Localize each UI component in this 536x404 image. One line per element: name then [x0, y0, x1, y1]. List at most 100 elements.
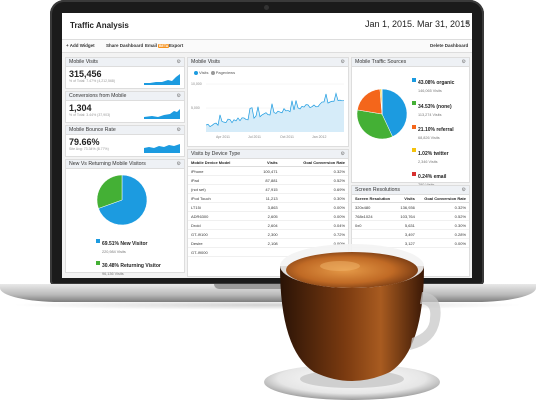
export-button[interactable]: Export — [169, 43, 184, 48]
delete-dashboard-button[interactable]: Delete Dashboard — [430, 43, 469, 48]
column-header[interactable]: Goal Conversion Rate — [417, 195, 469, 203]
table-row[interactable]: ADR6300 2,605 0.00% — [188, 211, 348, 221]
new-returning-slice[interactable] — [96, 174, 123, 209]
column-header[interactable]: Visits — [251, 159, 281, 167]
table-row[interactable]: 768x1024 103,764 0.52% — [352, 211, 469, 221]
legend-label: 34.53% (none) — [418, 103, 452, 110]
table-cell: 87,881 — [251, 175, 281, 185]
resolutions-table: Screen Resolution Visits Goal Conversion… — [352, 195, 469, 248]
table-cell: 3,497 — [395, 229, 418, 239]
widget-header: Mobile Visits ⚙ — [188, 58, 348, 67]
column-header[interactable]: Mobile Device Model — [188, 159, 252, 167]
table-cell: Droid — [188, 220, 252, 230]
table-row[interactable]: iPad 87,881 0.52% — [188, 175, 348, 185]
metric-subtext: % of Total: 3.44% (37,903) — [69, 113, 111, 117]
table-cell: 2,605 — [251, 211, 281, 221]
widget-header: Screen Resolutions ⚙ — [352, 186, 469, 195]
traffic-source-slice[interactable] — [357, 88, 383, 115]
table-cell: 320x480 — [352, 202, 396, 212]
legend-label: Pageviews — [215, 70, 236, 75]
legend-visits: 146,065 Visits — [418, 89, 442, 93]
mobile-visits-widget: Mobile Visits ⚙ 315,456 % of Total: 7.47%… — [65, 57, 185, 89]
column-header[interactable]: Screen Resolution — [352, 195, 396, 203]
new-returning-slice[interactable] — [98, 174, 148, 226]
dashboard-screen: Traffic Analysis Jan 1, 2015. Mar 31, 20… — [62, 13, 472, 278]
legend-visits: 96,136 Visits — [102, 272, 124, 276]
gear-icon[interactable]: ⚙ — [176, 59, 181, 65]
widget-header: Mobile Bounce Rate ⚙ — [66, 126, 184, 135]
gear-icon[interactable]: ⚙ — [461, 187, 466, 193]
share-dashboard-button[interactable]: Share Dashboard — [106, 43, 144, 48]
add-widget-button[interactable]: + Add Widget — [66, 43, 95, 48]
widget-title: Mobile Visits — [69, 59, 99, 65]
gear-icon[interactable]: ⚙ — [461, 59, 466, 65]
legend-swatch — [210, 70, 215, 75]
traffic-source-slice[interactable] — [381, 88, 408, 138]
table-row[interactable]: LT15i 3,863 0.00% — [188, 202, 348, 212]
toolbar: + Add Widget Share Dashboard Email BETA E… — [62, 40, 472, 53]
table-row[interactable]: iPod Touch 11,213 0.30% — [188, 193, 348, 203]
table-cell: GT-I9100 — [188, 229, 252, 239]
table-cell: 0.30% — [280, 193, 348, 203]
table-row[interactable]: 0x0 5,631 0.30% — [352, 220, 469, 230]
table-cell: 0.52% — [417, 211, 469, 221]
column-header[interactable]: Goal Conversion Rate — [280, 159, 348, 167]
table-cell: 47,915 — [251, 184, 281, 194]
sparkline — [144, 144, 180, 153]
conversions-widget: Conversions from Mobile ⚙ 1,304 % of Tota… — [65, 91, 185, 123]
metric-value: 1,304 — [69, 103, 92, 113]
table-cell — [352, 229, 396, 239]
widget-title: Conversions from Mobile — [69, 93, 127, 99]
new-returning-widget: New Vs Returning Mobile Visitors ⚙ 69.51%… — [65, 159, 185, 276]
table-cell: 768x1024 — [352, 211, 396, 221]
table-cell: 0.28% — [417, 229, 469, 239]
table-row[interactable]: (not set) 47,915 0.69% — [188, 184, 348, 194]
widget-title: Visits by Device Type — [191, 151, 241, 157]
table-cell: LT15i — [188, 202, 252, 212]
chevron-down-icon[interactable]: ▼ — [465, 21, 471, 27]
x-tick-label: Oct 2011 — [280, 135, 294, 139]
gear-icon[interactable]: ⚙ — [176, 161, 181, 167]
table-row[interactable]: 320x480 136,936 0.32% — [352, 202, 469, 212]
table-cell: 0.00% — [280, 238, 348, 248]
new-returning-pie — [96, 174, 148, 226]
legend-swatch — [96, 238, 100, 243]
table-cell: 0.00% — [417, 238, 469, 248]
gear-icon[interactable]: ⚙ — [340, 151, 345, 157]
table-row[interactable]: Desire 2,108 0.00% — [188, 238, 348, 248]
widget-header: Visits by Device Type ⚙ — [188, 150, 348, 159]
legend-item: 43.08% organic 146,065 Visits — [412, 71, 468, 93]
gear-icon[interactable]: ⚙ — [340, 59, 345, 65]
chart-legend: Visits Pageviews — [194, 70, 235, 75]
legend-swatch — [412, 171, 416, 176]
email-label: Email — [145, 43, 158, 48]
device-type-widget: Visits by Device Type ⚙ Mobile Device Mod… — [187, 149, 349, 277]
table-row[interactable]: Droid 2,604 0.04% — [188, 220, 348, 230]
legend-swatch — [412, 124, 416, 129]
table-row[interactable]: GT-I9100 2,300 0.72% — [188, 229, 348, 239]
legend-visits: 220,984 Visits — [102, 250, 126, 254]
mobile-visits-line-chart — [206, 83, 344, 132]
gear-icon[interactable]: ⚙ — [176, 93, 181, 99]
table-cell: 0.32% — [280, 166, 348, 176]
date-range-picker[interactable]: Jan 1, 2015. Mar 31, 2015 — [365, 19, 471, 29]
widget-title: Mobile Traffic Sources — [355, 59, 407, 65]
email-button[interactable]: Email BETA — [145, 43, 170, 48]
gear-icon[interactable]: ⚙ — [176, 127, 181, 133]
sparkline — [144, 74, 180, 85]
column-header[interactable]: Visits — [395, 195, 418, 203]
table-row[interactable]: 3,497 0.28% — [352, 229, 469, 239]
legend-swatch — [194, 70, 198, 75]
table-row[interactable]: iPhone 100,471 0.32% — [188, 166, 348, 176]
table-cell: 0.30% — [417, 220, 469, 230]
table-cell: ADR6300 — [188, 211, 252, 221]
metric-value: 315,456 — [69, 69, 102, 79]
beta-badge: BETA — [158, 44, 170, 48]
widget-title: Screen Resolutions — [355, 187, 400, 193]
table-cell: 0.00% — [280, 202, 348, 212]
legend-item: 34.53% (none) 113,274 Visits — [412, 95, 468, 117]
table-cell: 0x0 — [352, 220, 396, 230]
table-cell: 5,631 — [395, 220, 418, 230]
laptop-notch — [214, 284, 324, 289]
traffic-source-slice[interactable] — [356, 109, 393, 140]
